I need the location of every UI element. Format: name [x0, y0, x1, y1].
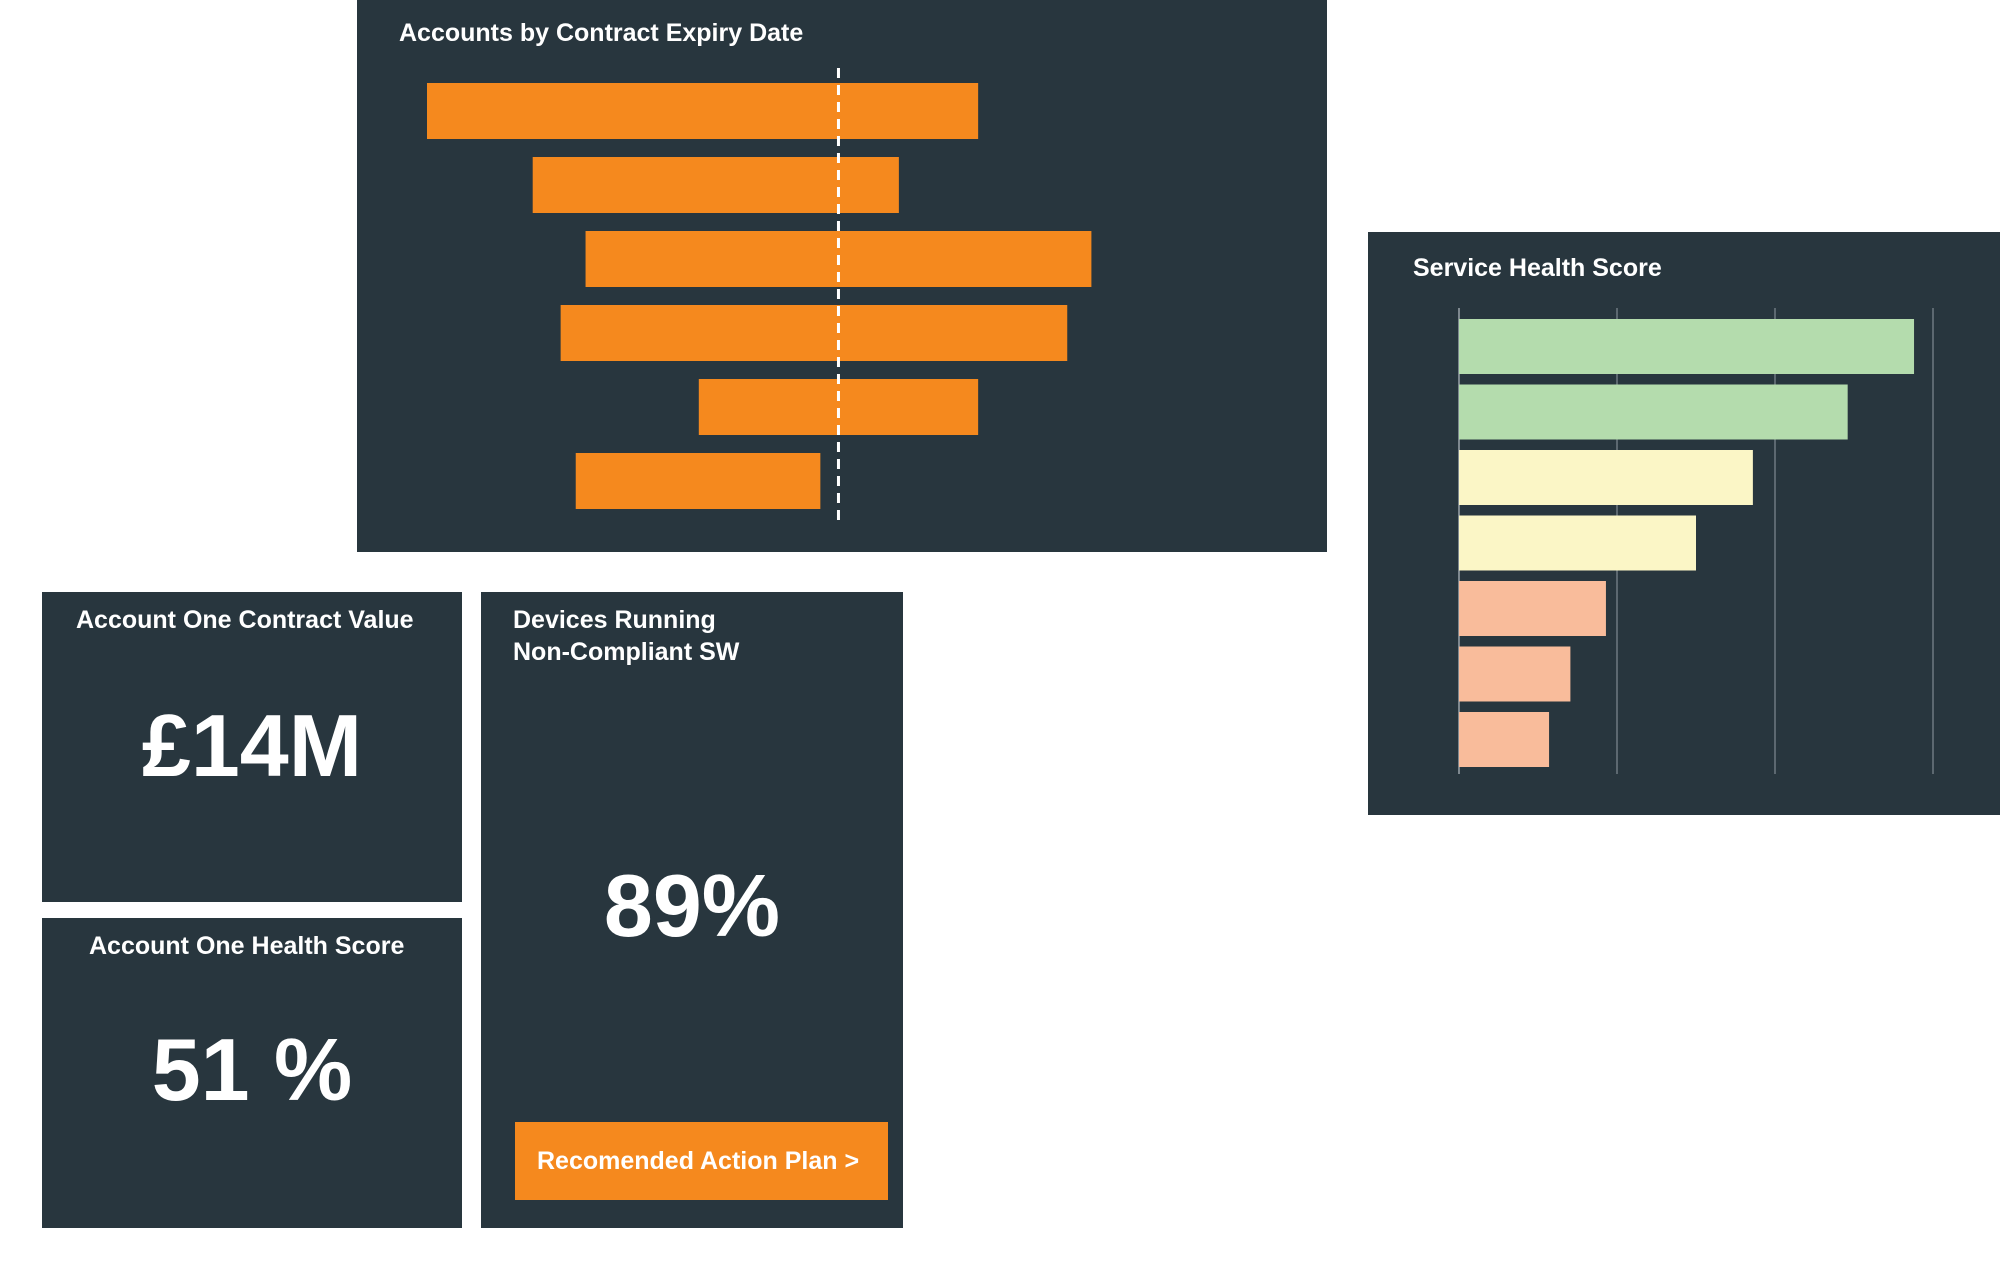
- service-health-chart: [1458, 308, 1934, 774]
- health-bar: [1459, 581, 1606, 636]
- health-bar: [1459, 515, 1696, 571]
- recommended-action-plan-button[interactable]: Recomended Action Plan >: [515, 1122, 888, 1200]
- contract-value-card: Account One Contract Value £14M: [42, 592, 462, 902]
- non-compliant-devices-card: Devices Running Non-Compliant SW 89% Rec…: [481, 592, 903, 1228]
- health-bar: [1459, 712, 1550, 767]
- non-compliant-title-line2: Non-Compliant SW: [513, 638, 740, 666]
- service-health-panel: Service Health Score: [1368, 232, 2000, 815]
- expiry-bar: [532, 157, 899, 213]
- account-health-card: Account One Health Score 51 %: [42, 918, 462, 1228]
- expiry-bar: [560, 305, 1068, 361]
- contract-value-amount: £14M: [141, 696, 363, 795]
- contract-value-title: Account One Contract Value: [76, 606, 414, 634]
- health-bar: [1459, 450, 1753, 505]
- service-health-title: Service Health Score: [1413, 254, 1662, 282]
- contract-expiry-chart: [427, 68, 1092, 524]
- account-health-title: Account One Health Score: [89, 932, 405, 960]
- account-health-score: 51 %: [151, 1020, 353, 1119]
- contract-expiry-panel: Accounts by Contract Expiry Date: [357, 0, 1327, 552]
- expiry-bar: [427, 83, 979, 139]
- contract-expiry-title: Accounts by Contract Expiry Date: [399, 19, 804, 47]
- non-compliant-percentage: 89%: [603, 856, 781, 955]
- health-bar: [1459, 384, 1848, 440]
- non-compliant-title-line1: Devices Running: [513, 606, 716, 634]
- health-bar: [1459, 319, 1915, 374]
- expiry-bar: [575, 453, 821, 509]
- health-bar: [1459, 646, 1571, 702]
